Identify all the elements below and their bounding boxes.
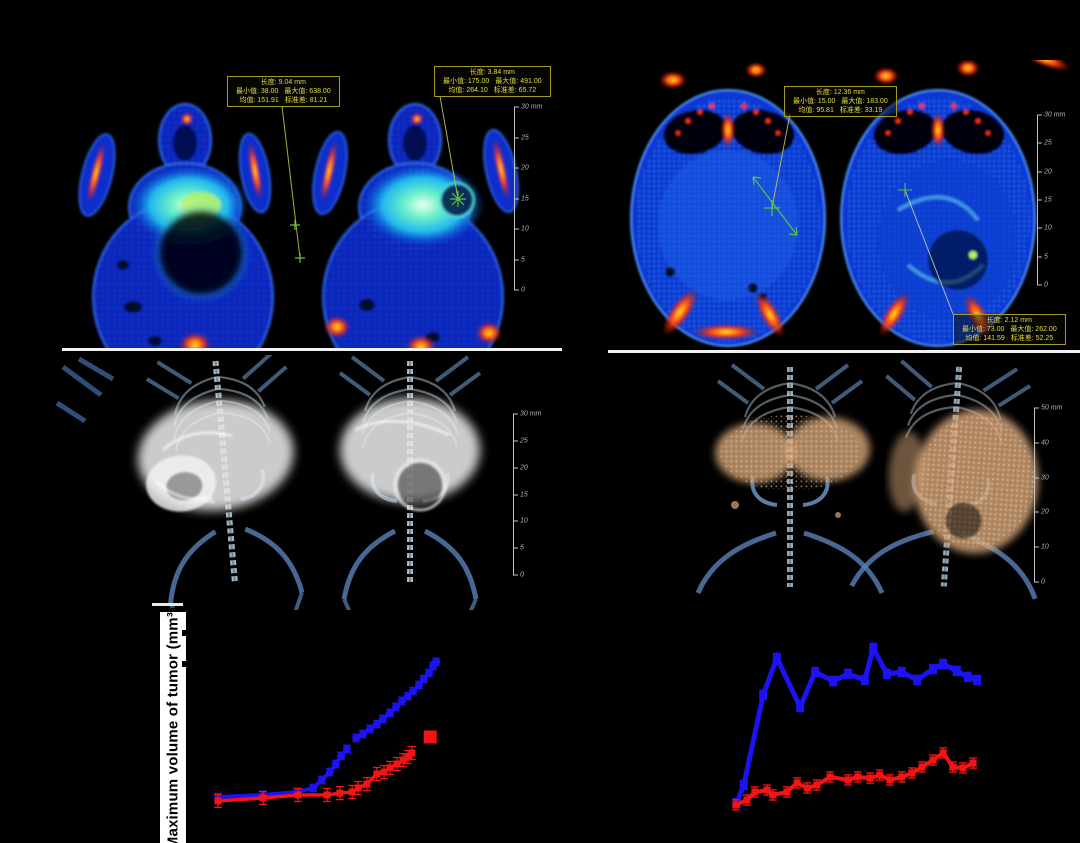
measurement-annotation-box-4: 长度: 2.12 mm 最小值: 73.00 最大值: 262.00 均值: 14…	[953, 314, 1066, 345]
annotation-length: 长度: 2.12 mm	[986, 317, 1032, 324]
ct-abdominal-scan-pair-image	[630, 44, 1071, 347]
tumor-volume-chart-right	[731, 641, 982, 811]
annotation-sd: 标准差: 81.21	[284, 97, 328, 104]
measurement-annotation-box-1: 长度: 9.04 mm 最小值: 38.00 最大值: 638.00 均值: 15…	[227, 76, 340, 107]
annotation-min: 最小值: 175.00	[443, 78, 490, 85]
annotation-max: 最大值: 491.00	[495, 78, 542, 85]
ct-mouse-2	[312, 103, 519, 394]
panel-divider-right	[608, 350, 1080, 353]
scale-bar-50mm: 50 mm 40 30 20 10 0	[1034, 405, 1062, 586]
ct-coronal-panel-left: 长度: 9.04 mm 最小值: 38.00 最大值: 638.00 均值: 15…	[70, 55, 551, 394]
clipped-tick-mark	[182, 661, 186, 667]
ct-coronal-panel-right: 长度: 12.36 mm 最小值: 15.00 最大值: 183.00 均值: 9…	[600, 44, 1080, 350]
ct-coronal-scan-pair-image	[78, 95, 519, 394]
annotation-length: 长度: 12.36 mm	[815, 89, 865, 96]
annotation-mean: 均值: 264.10	[448, 87, 488, 94]
render-3d-panel-left: 30 mm 25 20 15 10 5 0	[55, 355, 545, 610]
annotation-mean: 均值: 141.59	[965, 335, 1005, 342]
series-blue-series	[214, 657, 441, 802]
annotation-sd: 标准差: 52.25	[1010, 335, 1054, 342]
annotation-min: 最小值: 38.00	[236, 88, 279, 95]
y-axis-label: Maximum volume of tumor (mm³)	[164, 606, 182, 843]
y-axis-label-strip: Maximum volume of tumor (mm³)	[160, 606, 186, 843]
stray-bone-fragments	[55, 356, 115, 424]
measurement-line-4	[898, 183, 954, 315]
tumor-volume-chart-left	[214, 657, 441, 809]
leg-bone-hotspots	[661, 288, 786, 340]
measurement-line-2	[439, 95, 466, 207]
annotation-length: 长度: 3.84 mm	[469, 69, 515, 76]
annotation-min: 最小值: 15.00	[793, 98, 836, 105]
clipped-scale-fragment	[152, 603, 183, 606]
skeleton-render-2	[340, 357, 480, 610]
annotation-sd: 标准差: 65.72	[493, 87, 537, 94]
render-3d-panel-right: 50 mm 40 30 20 10 0	[655, 355, 1080, 610]
panel-divider-left	[62, 348, 562, 351]
annotation-mean: 均值: 95.81	[798, 107, 834, 114]
measurement-annotation-box-2: 长度: 3.84 mm 最小值: 175.00 最大值: 491.00 均值: 2…	[434, 66, 551, 97]
scale-bar-30mm: 30 mm 25 20 15 10 5 0	[1037, 112, 1065, 289]
clipped-tick-mark	[182, 630, 186, 636]
series-red-detached-point	[423, 730, 437, 744]
series-red-series	[731, 747, 978, 811]
skeleton-render-1	[137, 355, 308, 610]
skeleton-render-4	[852, 359, 1051, 599]
annotation-max: 最大值: 638.00	[284, 88, 331, 95]
tumor-dark-core	[159, 211, 243, 295]
measurement-line-1	[281, 105, 305, 263]
annotation-min: 最小值: 73.00	[962, 326, 1005, 333]
ct-mouse-3	[630, 62, 826, 347]
skeleton-render-pair-white	[55, 355, 545, 610]
annotation-mean: 均值: 151.91	[239, 97, 279, 104]
annotation-max: 最大值: 262.00	[1010, 326, 1057, 333]
scale-bar-30mm: 30 mm 25 20 15 10 5 0	[514, 104, 542, 294]
annotation-length: 长度: 9.04 mm	[260, 79, 306, 86]
series-blue-series	[732, 641, 982, 809]
ct-arm-hotspots	[78, 132, 272, 217]
series-red-series	[214, 745, 416, 809]
measurement-line-3	[752, 113, 798, 236]
skeleton-render-pair-tan	[655, 355, 1080, 610]
ct-mouse-4	[840, 44, 1071, 347]
ct-mouse-1	[78, 103, 274, 394]
annotation-sd: 标准差: 33.19	[839, 107, 883, 114]
scale-bar-30mm: 30 mm 25 20 15 10 5 0	[513, 411, 541, 579]
handler-glove-streak	[1015, 44, 1071, 72]
measurement-annotation-box-3: 长度: 12.36 mm 最小值: 15.00 最大值: 183.00 均值: 9…	[784, 86, 897, 117]
skeleton-render-3	[698, 365, 882, 593]
annotation-max: 最大值: 183.00	[841, 98, 888, 105]
